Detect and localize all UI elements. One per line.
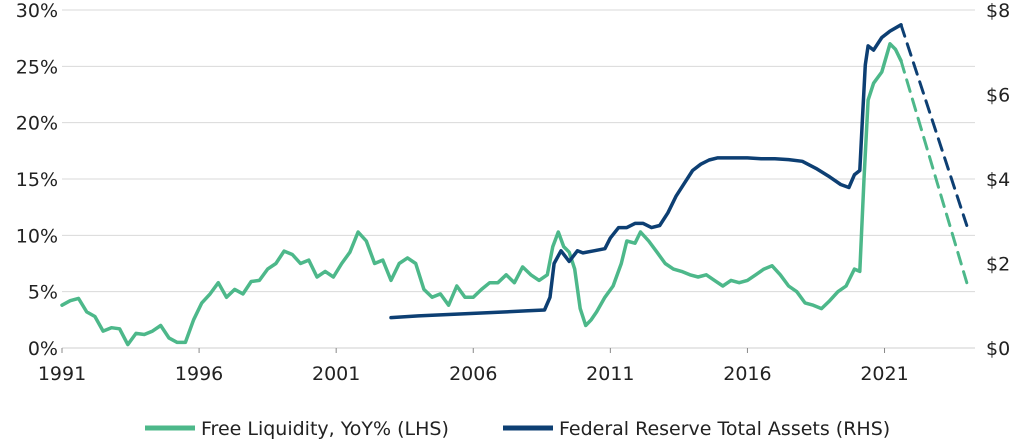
projection-line-free-liquidity [899, 59, 969, 285]
x-tick-label: 2011 [586, 363, 634, 385]
left-tick-label: 20% [16, 113, 58, 135]
x-tick-label: 2006 [449, 363, 497, 385]
x-axis: 1991 1996 2001 2006 2011 2016 2021 [38, 348, 909, 385]
left-tick-label: 15% [16, 169, 58, 191]
left-tick-label: 0% [28, 338, 58, 360]
legend: Free Liquidity, YoY% (LHS) Federal Reser… [145, 418, 890, 440]
series-line-fed-assets [389, 23, 903, 320]
x-tick-label: 2021 [860, 363, 908, 385]
x-tick-label: 2016 [723, 363, 771, 385]
x-tick-label: 1991 [38, 363, 86, 385]
projection-line-fed-assets [899, 23, 969, 227]
left-tick-label: 30% [16, 0, 58, 22]
legend-label-free-liquidity: Free Liquidity, YoY% (LHS) [201, 418, 449, 440]
x-tick-label: 1996 [175, 363, 223, 385]
left-tick-label: 5% [28, 282, 58, 304]
left-tick-label: 25% [16, 56, 58, 78]
right-tick-label: $4 [986, 169, 1010, 191]
right-tick-label: $0 [986, 338, 1010, 360]
series-lines [60, 23, 969, 347]
right-tick-label: $8 [986, 0, 1010, 22]
right-axis-ticks: $0 $2 $4 $6 $8 [986, 0, 1010, 360]
series-line-free-liquidity [60, 42, 903, 347]
legend-label-fed-assets: Federal Reserve Total Assets (RHS) [559, 418, 890, 440]
left-axis-ticks: 0% 5% 10% 15% 20% 25% 30% [16, 0, 58, 360]
left-tick-label: 10% [16, 225, 58, 247]
right-tick-label: $6 [986, 85, 1010, 107]
gridlines [62, 9, 975, 349]
x-tick-label: 2001 [312, 363, 360, 385]
right-tick-label: $2 [986, 254, 1010, 276]
